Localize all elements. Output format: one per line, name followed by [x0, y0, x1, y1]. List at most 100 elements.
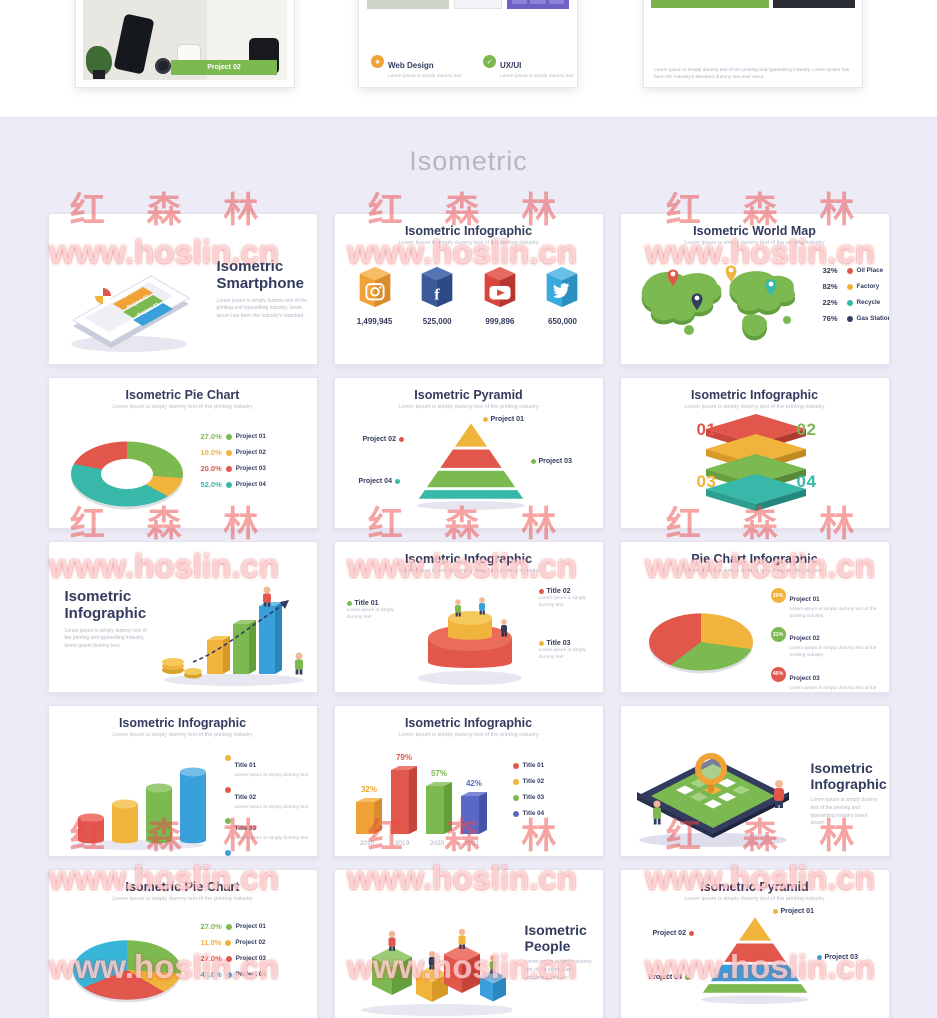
pie-chart	[72, 940, 181, 1000]
layer-number: 02	[796, 420, 817, 439]
slide-subtitle: Lorem Ipsum is simply dummy text of the …	[684, 568, 825, 574]
slide-isometric-smartphone[interactable]: Project 01 Project 02 Project 03 Isometr…	[47, 213, 318, 365]
cake-label: Title 01 Lorem ipsum is simply dummy tex…	[346, 600, 394, 620]
legend-item: 40% Project 03 Lorem ipsum is simply dumm…	[770, 666, 883, 692]
product-photo: Project 02	[83, 0, 287, 80]
pyramid-illustration	[416, 423, 525, 510]
slide-isometric-people[interactable]: Isometric People Lorem ipsum is simply du…	[333, 869, 604, 1018]
legend-item: Title 04	[512, 810, 544, 817]
desk-photo	[367, 0, 449, 9]
plant-image	[86, 46, 112, 79]
slide-title: Pie Chart Infographic	[691, 552, 818, 566]
legend-item: 11.0% Project 02	[200, 938, 266, 947]
slide-isometric-pyramid-2[interactable]: Isometric Pyramid Lorem Ipsum is simply …	[619, 869, 890, 1018]
slide-body: Lorem ipsum is simply dummy text of the …	[810, 797, 878, 827]
watch-image	[155, 58, 171, 74]
slide-subtitle: Lorem Ipsum is simply dummy text of the …	[112, 404, 253, 410]
slide-title-block: Isometric Smartphone Lorem ipsum is simpl…	[217, 258, 309, 321]
slide-title: Isometric World Map	[693, 224, 816, 238]
svg-text:2020: 2020	[429, 840, 444, 847]
pie-legend: 27.0% Project 01 10.0% Project 02 20.0% Pro…	[201, 432, 266, 496]
legend-item: 27.0% Project 01	[200, 922, 266, 931]
slide-caption: Lorem ipsum is simply dummy text of the …	[654, 68, 850, 81]
social-value: 650,000	[548, 317, 577, 326]
growth-illustration	[161, 586, 304, 686]
slide-pie-chart-infographic[interactable]: Pie Chart Infographic Lorem Ipsum is sim…	[619, 541, 890, 693]
svg-text:32%: 32%	[360, 785, 376, 794]
legend-item: 29% Project 01 Lorem ipsum is simply dumm…	[770, 588, 883, 620]
service-screenshots	[367, 0, 569, 9]
slide-title: Isometric Infographic	[690, 388, 819, 402]
legend-item: 20.0% Project 03	[200, 464, 266, 473]
svg-text:42%: 42%	[465, 779, 481, 788]
smartwatch-photo	[773, 0, 855, 8]
slide-cylinder-infographic[interactable]: Isometric Infographic Lorem Ipsum is sim…	[47, 705, 318, 857]
slide-isometric-pie-chart[interactable]: Isometric Pie Chart Lorem Ipsum is simpl…	[47, 377, 318, 529]
app-screens	[507, 0, 569, 9]
slide-social-infographic[interactable]: Isometric Infographic Lorem Ipsum is sim…	[333, 213, 604, 365]
slide-body: Lorem ipsum is simply dummy text of the …	[64, 627, 147, 650]
twitter-icon	[547, 266, 578, 308]
svg-text:57%: 57%	[430, 769, 446, 778]
social-item: 1,499,945	[347, 264, 403, 326]
slide-title: Isometric Infographic	[404, 716, 533, 730]
pie-legend: 27.0% Project 01 11.0% Project 02 27.0% Pro…	[201, 922, 266, 986]
slide-title: Isometric Infographic	[118, 716, 247, 730]
svg-text:79%: 79%	[395, 753, 411, 762]
slide-layer-infographic[interactable]: Isometric Infographic Lorem Ipsum is sim…	[619, 377, 890, 529]
facebook-icon: f	[421, 266, 453, 308]
legend-item: Title 04Lorem ipsum is simply dummy text	[224, 849, 311, 856]
slide-body: Lorem ipsum is simply dummy text of the …	[216, 297, 308, 320]
legend-item: Title 01	[512, 762, 544, 769]
donut-chart	[70, 441, 183, 507]
star-icon: ★	[371, 55, 384, 68]
slide-cake-infographic[interactable]: Isometric Infographic Lorem Ipsum is sim…	[333, 541, 604, 693]
map-pin-red	[667, 269, 678, 286]
top-slide-product[interactable]: Project 02	[75, 0, 295, 88]
legend-item: 43.0% Project 04	[200, 970, 266, 979]
slide-isometric-pyramid[interactable]: Isometric Pyramid Lorem Ipsum is simply …	[333, 377, 604, 529]
layer-number: 01	[696, 420, 717, 439]
legend-item: 32% Oil Place	[822, 266, 884, 275]
slide-title-block: Isometric People Lorem ipsum is simply du…	[525, 922, 599, 982]
top-slide-creative[interactable]: Creative Design New Modern Revolution Mo…	[643, 0, 863, 88]
slide-title: Isometric Pyramid	[414, 388, 523, 402]
slide-title: Isometric Pyramid	[700, 880, 809, 894]
social-item: 999,896	[472, 264, 528, 326]
top-slide-services[interactable]: ★ Web Design Lorem ipsum is simply dummy…	[358, 0, 578, 88]
cylinder-legend: Title 01 Lorem ipsum is simply dummy text…	[224, 754, 311, 856]
pyramid-label: Project 02	[653, 930, 694, 937]
people-illustration	[360, 928, 512, 1016]
service-uxui: ✓ UX/UI Lorem ipsum is simply dummy text	[483, 55, 574, 79]
social-item: 650,000	[534, 264, 590, 326]
check-icon: ✓	[483, 55, 496, 68]
slide-title: Isometric Infographic	[404, 552, 533, 566]
slide-isometric-pie-chart-2[interactable]: Isometric Pie Chart Lorem Ipsum is simpl…	[47, 869, 318, 1018]
pyramid-label: Project 03	[816, 954, 858, 961]
svg-text:2021: 2021	[464, 840, 479, 847]
instagram-icon	[359, 266, 390, 308]
slide-subtitle: Lorem Ipsum is simply dummy text of the …	[112, 896, 253, 902]
slide-tablet-infographic[interactable]: Isometric Infographic Lorem ipsum is simp…	[619, 705, 890, 857]
pyramid-label: Project 04	[649, 974, 690, 981]
slide-subtitle: Lorem Ipsum is simply dummy text of the …	[398, 240, 539, 246]
slide-world-map[interactable]: Isometric World Map Lorem Ipsum is simpl…	[619, 213, 890, 365]
slide-subtitle: Lorem Ipsum is simply dummy text of the …	[398, 568, 539, 574]
section-title: Isometric	[409, 146, 528, 176]
slide-bar-infographic[interactable]: Isometric Infographic Lorem Ipsum is sim…	[333, 705, 604, 857]
service-web-design: ★ Web Design Lorem ipsum is simply dummy…	[371, 55, 462, 79]
slide-title: Isometric Infographic	[810, 760, 887, 793]
slide-growth-infographic[interactable]: Isometric Infographic Lorem ipsum is simp…	[47, 541, 318, 693]
pyramid-illustration	[700, 917, 809, 1004]
legend-item: Title 02 Lorem ipsum is simply dummy text	[224, 786, 311, 812]
pie-legend: 29% Project 01 Lorem ipsum is simply dumm…	[770, 588, 883, 692]
website-screenshot	[454, 0, 502, 9]
cake-label: Title 02 Lorem ipsum is simply dummy tex…	[538, 588, 586, 608]
legend-item: Title 03	[512, 794, 544, 801]
bars-illustration: 32% 79% 57% 42% 2010 2019 2020 2021	[355, 753, 487, 847]
map-pin-yellow	[725, 265, 736, 282]
slide-title-block: Isometric Infographic Lorem ipsum is simp…	[65, 588, 149, 651]
legend-item: 27.0% Project 03	[200, 954, 266, 963]
slide-title: Isometric Pie Chart	[125, 388, 240, 402]
legend-item: 76% Gas Station	[822, 314, 890, 323]
